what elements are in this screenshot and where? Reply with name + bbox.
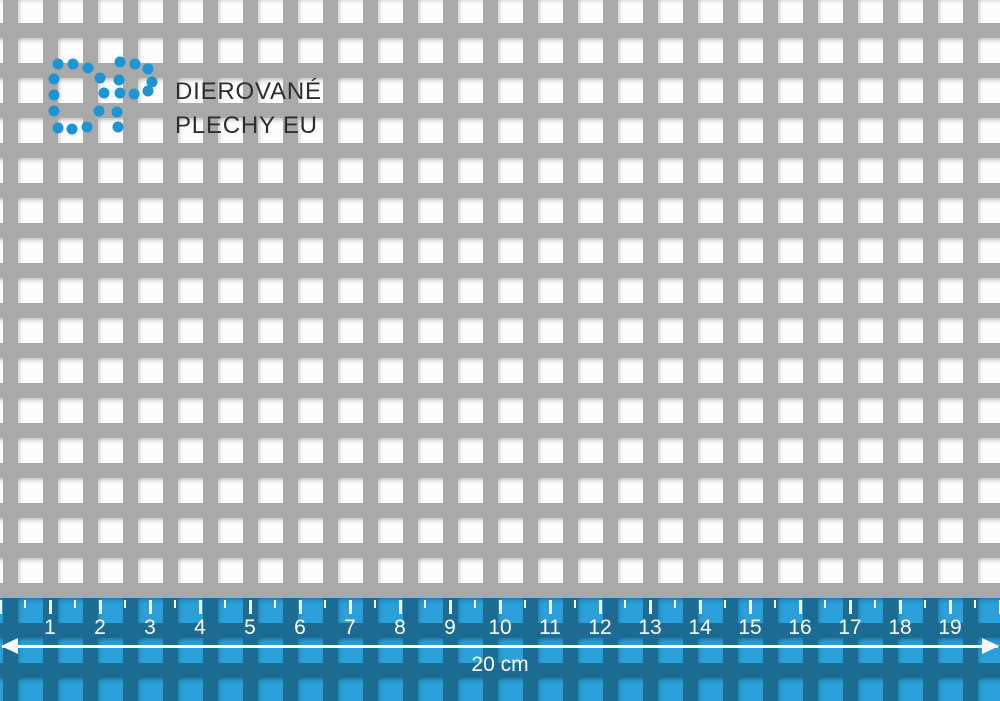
- ruler-tick-long: [198, 600, 202, 614]
- ruler-arrow-line: [2, 645, 998, 648]
- ruler-tick-long: [48, 600, 52, 614]
- ruler-tick-long: [648, 600, 652, 614]
- ruler-tick-short: [324, 600, 326, 608]
- dp-logo: DIEROVANÉ PLECHY EU: [0, 0, 340, 150]
- ruler-tick-long: [698, 600, 702, 614]
- ruler-tick-long: [348, 600, 352, 614]
- ruler-tick-long: [798, 600, 802, 614]
- ruler-tick-short: [624, 600, 626, 608]
- ruler-tick-long: [498, 600, 502, 614]
- brand-wordmark: DIEROVANÉ PLECHY EU: [175, 75, 322, 143]
- ruler-number: 16: [788, 616, 812, 639]
- ruler-tick-short: [574, 600, 576, 608]
- ruler-tick-short: [424, 600, 426, 608]
- ruler-number: 3: [144, 616, 156, 639]
- ruler-tick-long: [898, 600, 902, 614]
- ruler-number: 1: [44, 616, 56, 639]
- ruler-number: 19: [938, 616, 962, 639]
- ruler-number: 11: [539, 616, 561, 639]
- ruler-tick-long: [148, 600, 152, 614]
- ruler-number: 12: [588, 616, 612, 639]
- ruler-tick-short: [724, 600, 726, 608]
- ruler-tick-short: [474, 600, 476, 608]
- ruler-tick-short: [974, 600, 976, 608]
- ruler-number: 2: [94, 616, 106, 639]
- ruler-tick-short: [174, 600, 176, 608]
- ruler-tick-long: [748, 600, 752, 614]
- ruler-number: 13: [638, 616, 662, 639]
- ruler-tick-short: [74, 600, 76, 608]
- ruler-tick-short: [124, 600, 126, 608]
- ruler-tick-long: [298, 600, 302, 614]
- ruler-tick-long: [998, 600, 1000, 614]
- dp-dots-logo-icon: [48, 56, 158, 135]
- ruler-number: 6: [294, 616, 306, 639]
- ruler-tick-short: [774, 600, 776, 608]
- arrow-right-icon: [982, 638, 999, 654]
- ruler-tick-long: [448, 600, 452, 614]
- ruler-tick-short: [824, 600, 826, 608]
- ruler-tick-short: [374, 600, 376, 608]
- ruler-tick-long: [248, 600, 252, 614]
- ruler-tick-short: [924, 600, 926, 608]
- ruler-number: 7: [344, 616, 356, 639]
- ruler-number: 4: [194, 616, 206, 639]
- ruler-number: 8: [394, 616, 406, 639]
- ruler-tick-short: [874, 600, 876, 608]
- ruler-tick-long: [848, 600, 852, 614]
- ruler-number: 17: [838, 616, 862, 639]
- ruler-tick-long: [548, 600, 552, 614]
- ruler-blue-tint: [0, 598, 1000, 701]
- measurement-ruler: 1 2 3 4 5 6 7 8 9 10 11 12 13 14 15 16 17 18 19 20 cm: [0, 598, 1000, 701]
- ruler-number: 5: [244, 616, 256, 639]
- ruler-number: 9: [444, 616, 456, 639]
- ruler-tick-short: [224, 600, 226, 608]
- ruler-tick-long: [398, 600, 402, 614]
- ruler-tick-short: [274, 600, 276, 608]
- ruler-number: 18: [888, 616, 912, 639]
- brand-line2: PLECHY EU: [175, 112, 318, 139]
- ruler-number: 14: [688, 616, 712, 639]
- ruler-tick-long: [598, 600, 602, 614]
- ruler-tick-long: [948, 600, 952, 614]
- ruler-number: 10: [488, 616, 512, 639]
- ruler-tick-short: [24, 600, 26, 608]
- ruler-length-label: 20 cm: [471, 653, 529, 676]
- arrow-left-icon: [1, 638, 18, 654]
- brand-line1: DIEROVANÉ: [175, 78, 322, 105]
- ruler-tick-long: [0, 600, 2, 614]
- ruler-tick-short: [674, 600, 676, 608]
- ruler-tick-short: [524, 600, 526, 608]
- ruler-tick-long: [98, 600, 102, 614]
- ruler-number: 15: [738, 616, 762, 639]
